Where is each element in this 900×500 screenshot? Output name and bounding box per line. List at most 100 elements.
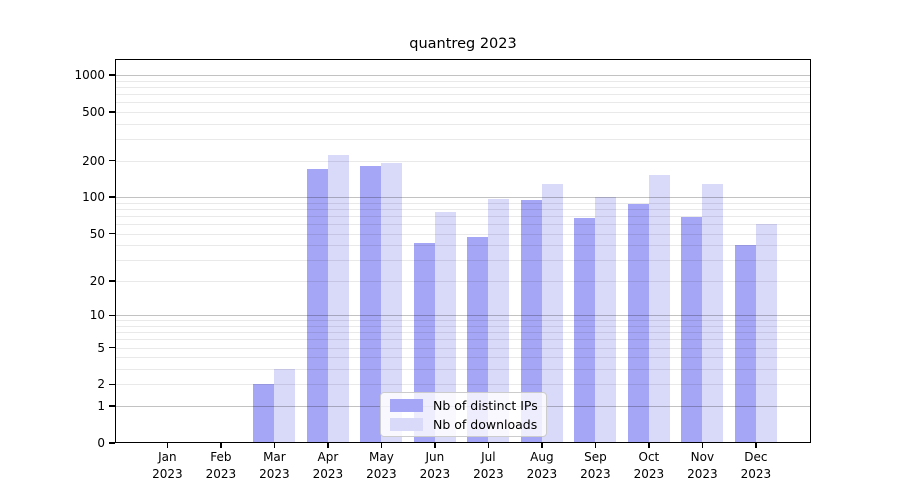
legend-label-distinct-ips: Nb of distinct IPs xyxy=(433,397,538,413)
x-tick-month-jun: Jun xyxy=(425,450,445,464)
bar-ips-may xyxy=(360,166,382,443)
y-tick-label-2: 2 xyxy=(97,377,105,392)
x-tick-year-mar: 2023 xyxy=(259,466,290,481)
gridline-minor-8 xyxy=(115,325,811,327)
gridline-minor-4 xyxy=(115,357,811,359)
bar-ips-dec xyxy=(734,245,756,443)
legend-swatch-downloads xyxy=(390,417,423,431)
gridline-minor-80 xyxy=(115,208,811,210)
x-tick-mark-apr xyxy=(327,443,329,448)
x-tick-month-oct: Oct xyxy=(638,450,660,464)
y-tick-label-1: 1 xyxy=(97,399,105,414)
bar-ips-oct xyxy=(627,203,649,443)
x-tick-year-jan: 2023 xyxy=(152,466,183,481)
x-tick-label-nov: Nov 2023 xyxy=(675,449,729,482)
x-tick-label-oct: Oct 2023 xyxy=(622,449,676,482)
gridline-minor-5 xyxy=(115,347,811,349)
gridline-minor-7 xyxy=(115,332,811,334)
x-tick-year-nov: 2023 xyxy=(687,466,718,481)
bar-ips-nov xyxy=(681,217,703,443)
gridline-minor-40 xyxy=(115,245,811,247)
legend-item-distinct-ips: Nb of distinct IPs xyxy=(381,398,546,413)
y-tick-mark-2 xyxy=(109,383,115,386)
bar-downloads-dec xyxy=(755,224,777,443)
x-tick-month-jan: Jan xyxy=(158,450,177,464)
x-tick-label-apr: Apr 2023 xyxy=(301,449,355,482)
bar-ips-apr xyxy=(306,169,328,443)
y-tick-mark-5 xyxy=(109,346,115,349)
y-tick-mark-500 xyxy=(109,111,115,113)
bar-downloads-nov xyxy=(702,183,724,443)
gridline-minor-9 xyxy=(115,320,811,322)
bar-downloads-apr xyxy=(327,155,349,443)
y-tick-mark-200 xyxy=(109,159,115,162)
gridline-minor-200 xyxy=(115,160,811,162)
x-tick-label-may: May 2023 xyxy=(354,449,408,482)
y-tick-mark-1 xyxy=(109,405,115,407)
x-tick-label-sep: Sep 2023 xyxy=(568,449,622,482)
bar-downloads-aug xyxy=(541,184,563,443)
x-tick-label-mar: Mar 2023 xyxy=(247,449,301,482)
x-tick-month-may: May xyxy=(368,450,394,464)
gridline-major-100 xyxy=(115,197,811,199)
x-tick-mark-sep xyxy=(594,443,597,448)
gridline-minor-3 xyxy=(115,369,811,371)
x-tick-label-feb: Feb 2023 xyxy=(194,449,248,482)
y-tick-mark-1000 xyxy=(109,74,115,76)
x-tick-month-dec: Dec xyxy=(744,450,768,464)
x-tick-mark-oct xyxy=(648,443,650,448)
y-tick-mark-50 xyxy=(109,232,115,235)
x-tick-mark-mar xyxy=(273,443,276,448)
x-tick-year-aug: 2023 xyxy=(526,466,558,481)
bar-ips-sep xyxy=(574,218,596,443)
x-tick-mark-jan xyxy=(166,443,169,448)
y-tick-label-500: 500 xyxy=(82,104,105,119)
gridline-minor-70 xyxy=(115,215,811,217)
x-tick-mark-dec xyxy=(755,443,757,448)
x-tick-year-sep: 2023 xyxy=(580,466,611,481)
gridline-minor-60 xyxy=(115,224,811,226)
y-tick-mark-100 xyxy=(109,196,115,198)
gridline-minor-500 xyxy=(115,111,811,113)
legend-label-downloads: Nb of downloads xyxy=(433,416,538,432)
x-tick-month-feb: Feb xyxy=(210,450,232,464)
plot-area xyxy=(115,59,811,443)
gridline-minor-6 xyxy=(115,339,811,341)
x-tick-month-aug: Aug xyxy=(530,450,554,464)
x-tick-label-jan: Jan 2023 xyxy=(140,449,194,482)
gridline-major-10 xyxy=(115,315,811,317)
y-tick-label-200: 200 xyxy=(82,153,105,168)
bar-downloads-jun xyxy=(434,212,456,443)
x-tick-mark-nov xyxy=(701,443,704,448)
bar-downloads-may xyxy=(381,163,403,443)
x-tick-month-apr: Apr xyxy=(317,450,339,464)
gridline-minor-50 xyxy=(115,233,811,235)
gridline-minor-20 xyxy=(115,280,811,282)
bar-downloads-mar xyxy=(274,369,296,443)
gridline-minor-700 xyxy=(115,93,811,95)
gridline-minor-30 xyxy=(115,260,811,262)
y-tick-label-0: 0 xyxy=(97,436,105,450)
x-tick-label-dec: Dec 2023 xyxy=(729,449,783,482)
x-tick-month-nov: Nov xyxy=(690,450,715,464)
y-tick-mark-20 xyxy=(109,280,115,282)
gridline-minor-2 xyxy=(115,384,811,386)
y-tick-label-100: 100 xyxy=(82,190,105,205)
x-tick-year-feb: 2023 xyxy=(205,466,237,481)
gridline-major-1000 xyxy=(115,75,811,76)
x-tick-mark-jul xyxy=(487,443,490,448)
x-tick-label-jul: Jul 2023 xyxy=(461,449,515,482)
y-tick-mark-10 xyxy=(109,314,115,316)
y-tick-label-50: 50 xyxy=(89,226,105,241)
y-tick-label-5: 5 xyxy=(97,340,105,355)
x-tick-label-aug: Aug 2023 xyxy=(515,449,569,482)
bar-downloads-sep xyxy=(595,197,617,443)
x-tick-month-jul: Jul xyxy=(481,450,496,464)
x-tick-mark-aug xyxy=(541,443,543,448)
legend-swatch-distinct-ips xyxy=(390,398,423,412)
x-tick-month-mar: Mar xyxy=(263,450,286,464)
gridline-minor-600 xyxy=(115,102,811,104)
x-tick-label-jun: Jun 2023 xyxy=(408,449,462,482)
bar-ips-aug xyxy=(520,199,542,443)
